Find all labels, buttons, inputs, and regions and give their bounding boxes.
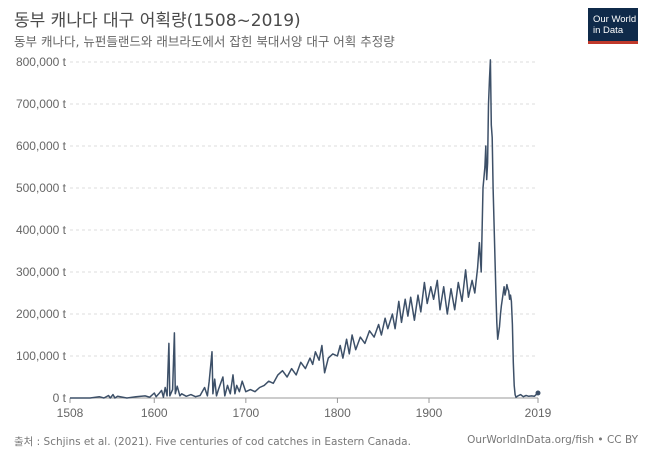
source-note: 출처 : Schjins et al. (2021). Five centuri… <box>14 436 411 448</box>
y-axis-ticks: 0 t 100,000 t 200,000 t 300,000 t 400,000 t 5… <box>16 55 67 405</box>
y-tick-label: 0 t <box>53 391 67 405</box>
y-tick-label: 400,000 t <box>16 223 67 237</box>
y-tick-label: 800,000 t <box>16 55 67 69</box>
series-line[interactable] <box>70 59 539 399</box>
x-tick-label: 1800 <box>324 406 351 420</box>
credit-link[interactable]: OurWorldInData.org/fish • CC BY <box>467 434 638 446</box>
x-axis-ticks: 1508 1600 1700 1800 1900 2019 <box>57 398 552 420</box>
x-tick-label: 1700 <box>232 406 259 420</box>
x-tick-label: 1600 <box>141 406 168 420</box>
x-tick-label: 1508 <box>57 406 84 420</box>
y-tick-label: 700,000 t <box>16 97 67 111</box>
x-tick-label: 1900 <box>416 406 443 420</box>
series-end-point[interactable] <box>535 390 541 396</box>
series-layer <box>70 59 541 399</box>
y-tick-label: 500,000 t <box>16 181 67 195</box>
gridlines <box>70 61 538 399</box>
logo-line-1: Our World <box>593 13 637 25</box>
y-tick-label: 200,000 t <box>16 307 67 321</box>
owid-logo[interactable]: Our World in Data <box>588 8 638 44</box>
chart-subtitle: 동부 캐나다, 뉴펀들랜드와 래브라도에서 잡힌 북대서양 대구 어획 추정량 <box>14 34 395 49</box>
logo-line-2: in Data <box>593 24 624 36</box>
y-tick-label: 100,000 t <box>16 349 67 363</box>
chart-title: 동부 캐나다 대구 어획량(1508~2019) <box>14 11 301 31</box>
x-tick-label: 2019 <box>525 406 552 420</box>
y-tick-label: 600,000 t <box>16 139 67 153</box>
y-tick-label: 300,000 t <box>16 265 67 279</box>
